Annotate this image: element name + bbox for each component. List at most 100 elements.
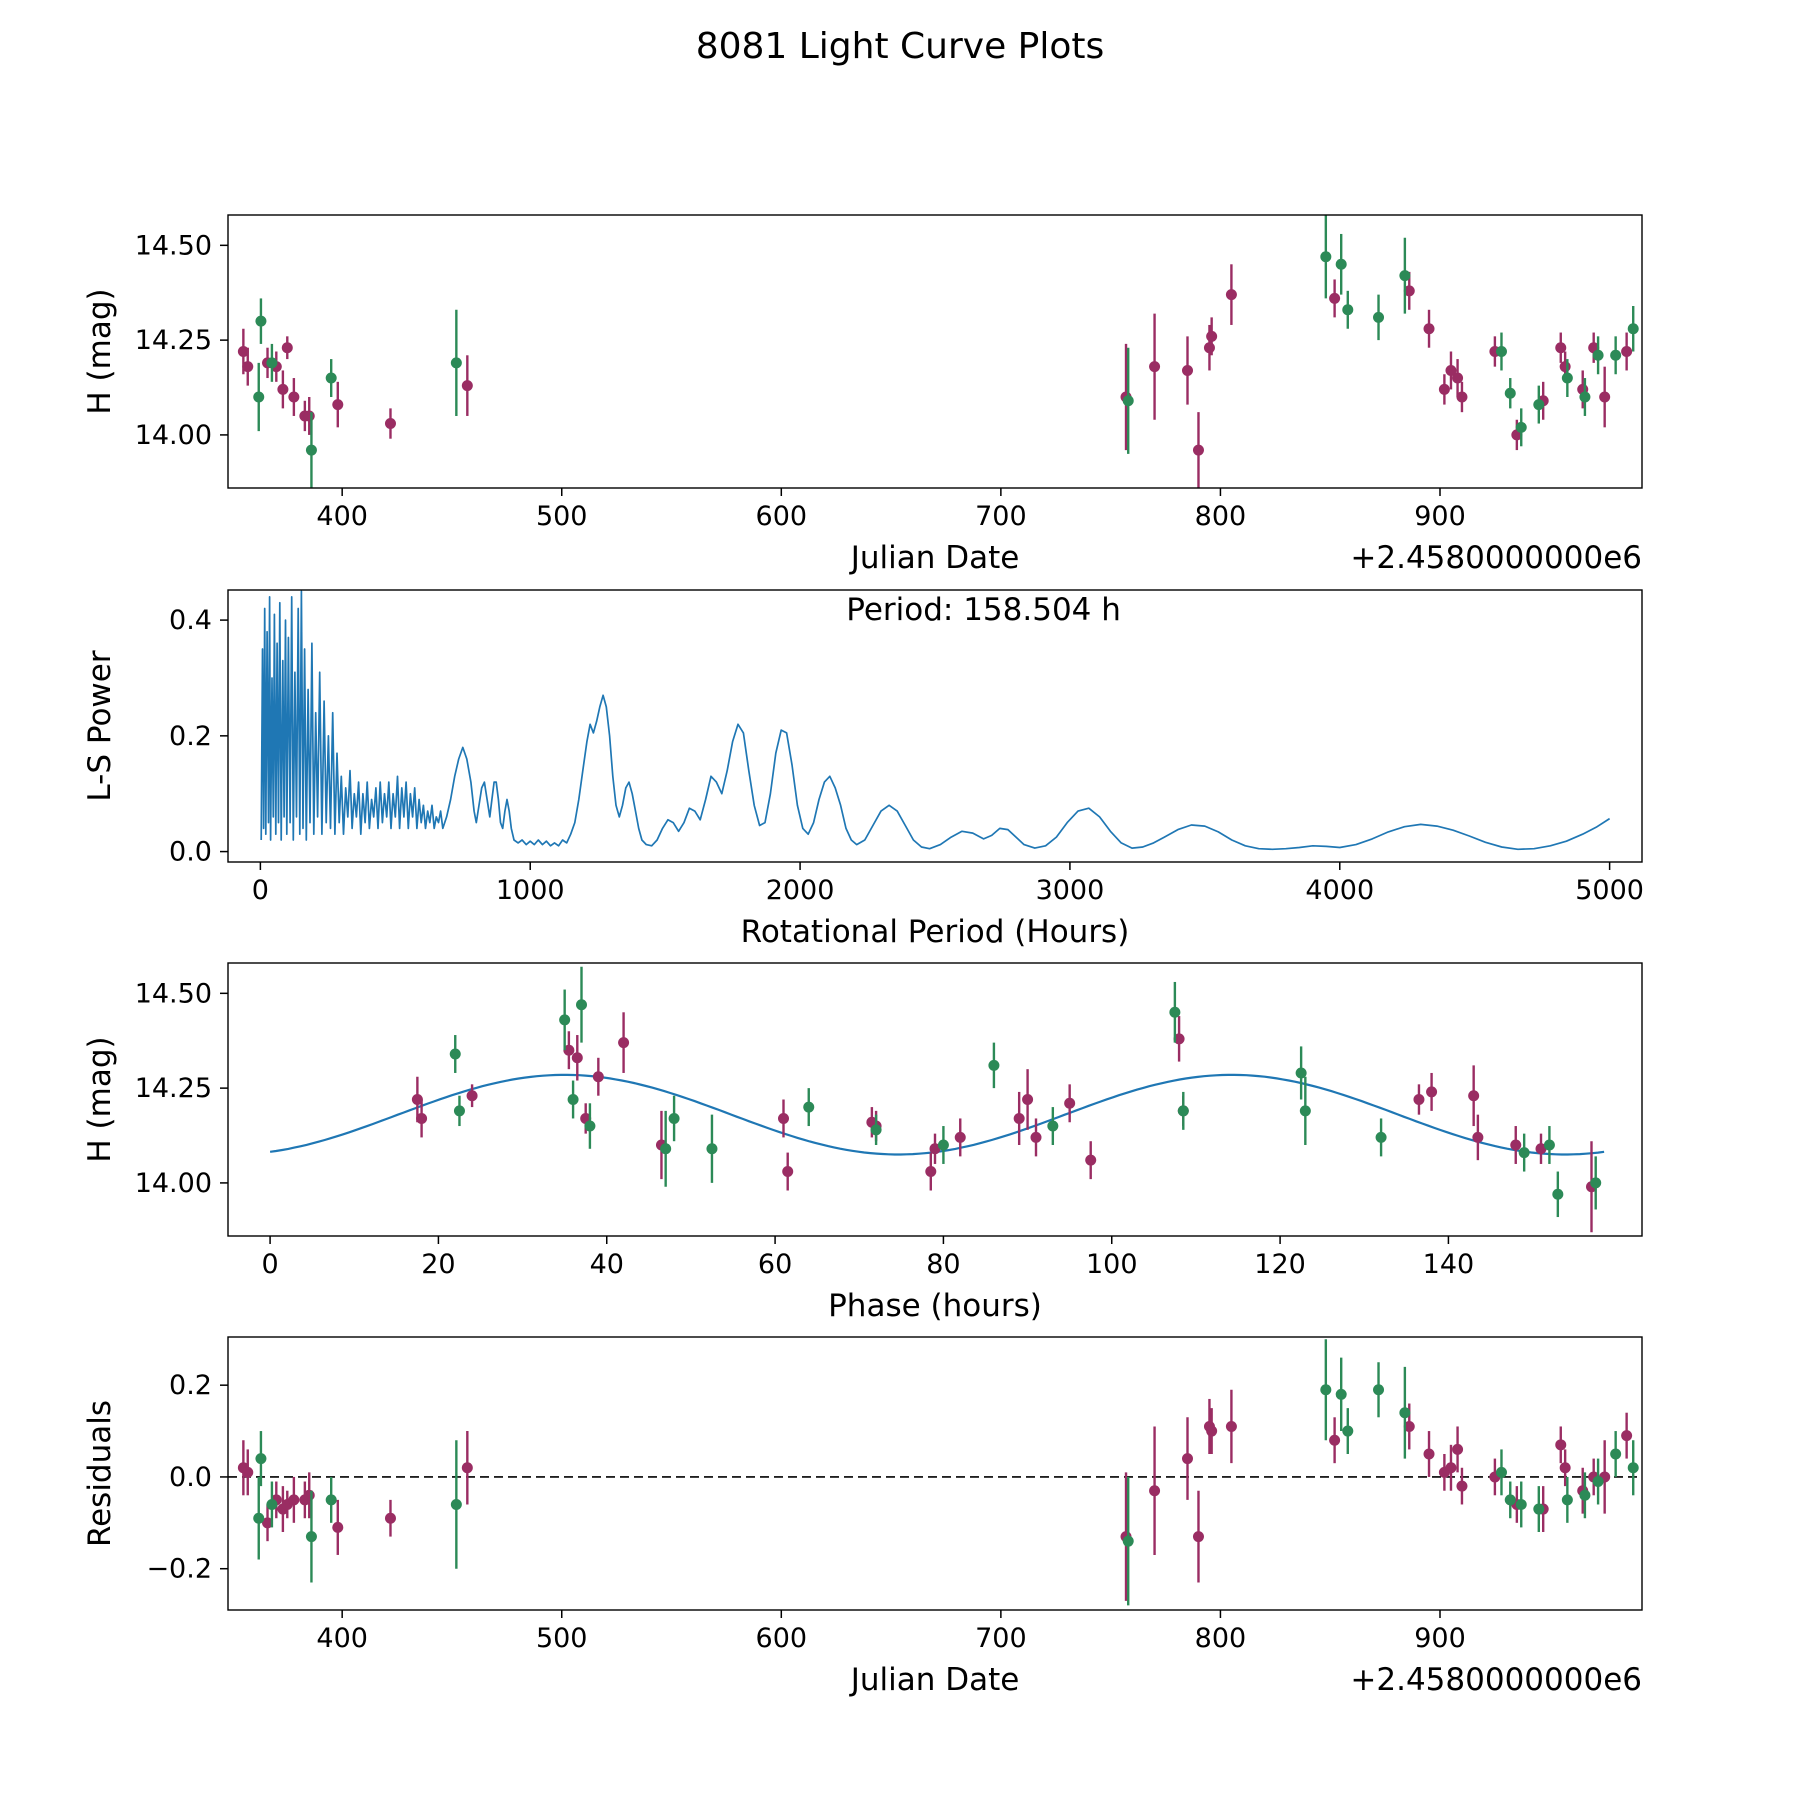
- data-point: [461, 380, 473, 392]
- data-point: [1122, 1535, 1134, 1547]
- data-point: [277, 383, 289, 395]
- x-tick-label: 700: [975, 501, 1027, 532]
- x-tick-label: 0: [261, 1249, 278, 1280]
- x-tick-label: 2000: [766, 875, 835, 906]
- y-tick-label: 0.0: [169, 1462, 212, 1493]
- data-point: [266, 357, 278, 369]
- data-point: [1552, 1188, 1564, 1200]
- y-tick-label: 14.00: [135, 1168, 212, 1199]
- x-tick-label: 900: [1414, 1623, 1466, 1654]
- data-point: [1299, 1105, 1311, 1117]
- data-point: [1621, 1430, 1633, 1442]
- data-point: [1504, 387, 1516, 399]
- x-tick-label: 4000: [1305, 875, 1374, 906]
- data-point: [303, 410, 315, 422]
- data-point: [1329, 1434, 1341, 1446]
- data-point: [1342, 304, 1354, 316]
- data-point: [1559, 361, 1571, 373]
- x-tick-label: 80: [926, 1249, 960, 1280]
- data-point: [1543, 1139, 1555, 1151]
- data-point: [559, 1014, 571, 1026]
- data-point: [1373, 1384, 1385, 1396]
- data-point: [1206, 1425, 1218, 1437]
- data-point: [1149, 1485, 1161, 1497]
- data-point: [288, 1494, 300, 1506]
- panel-periodogram: 0 1000 2000 3000 4000 5000 0.0 0.2 0.4 Rotational…: [82, 589, 1644, 950]
- data-point: [1504, 1494, 1516, 1506]
- panel-phase-curve: 0 20 40 60 80 100 120 140 14.00 14.25 14.50 Phase (…: [82, 962, 1643, 1324]
- data-point: [1495, 1466, 1507, 1478]
- phase-observations-b: [449, 966, 1602, 1218]
- data-point: [253, 1512, 265, 1524]
- data-point: [1627, 1462, 1639, 1474]
- data-point: [1438, 383, 1450, 395]
- data-point: [1592, 349, 1604, 361]
- data-point: [255, 1453, 267, 1465]
- data-point: [453, 1105, 465, 1117]
- x-tick-label: 120: [1254, 1249, 1306, 1280]
- data-point: [416, 1112, 428, 1124]
- data-point: [332, 399, 344, 411]
- x-tick-label: 1000: [496, 875, 565, 906]
- y-tick-label: 14.50: [135, 978, 212, 1009]
- x-tick-label: 400: [316, 501, 368, 532]
- data-point: [1555, 342, 1567, 354]
- data-point: [1335, 258, 1347, 270]
- y-tick-label: 14.25: [135, 325, 212, 356]
- data-point: [466, 1090, 478, 1102]
- y-tick-label: −0.2: [146, 1554, 212, 1585]
- data-point: [1426, 1086, 1438, 1098]
- data-point: [303, 1489, 315, 1501]
- data-point: [1445, 1462, 1457, 1474]
- data-point: [1599, 391, 1611, 403]
- data-point: [1169, 1006, 1181, 1018]
- data-point: [1535, 1143, 1547, 1155]
- panel-jd-lightcurve: 400 500 600 700 800 900 14.00 14.25 14.50 Julian …: [82, 214, 1643, 576]
- panel-residuals: 400 500 600 700 800 900 −0.2 0.0 0.2 Julian Date +…: [82, 1336, 1643, 1698]
- data-point: [450, 1498, 462, 1510]
- data-point: [1456, 391, 1468, 403]
- axes-frame: [227, 1336, 1643, 1611]
- y-tick-label: 0.4: [169, 605, 212, 636]
- data-point: [325, 1494, 337, 1506]
- y-axis-label: H (mag): [82, 288, 118, 414]
- data-point: [1423, 323, 1435, 335]
- data-point: [563, 1044, 575, 1056]
- data-point: [1495, 346, 1507, 357]
- data-point: [929, 1143, 941, 1155]
- data-point: [1122, 395, 1134, 407]
- data-point: [1342, 1425, 1354, 1437]
- x-axis-label: Julian Date: [849, 540, 1020, 576]
- data-point: [1561, 1494, 1573, 1506]
- data-point: [1452, 1443, 1464, 1455]
- figure-title: 8081 Light Curve Plots: [695, 26, 1105, 67]
- data-point: [1518, 1147, 1530, 1159]
- data-point: [1320, 1384, 1332, 1396]
- data-point: [1030, 1131, 1042, 1143]
- axes-frame: [227, 962, 1643, 1237]
- y-tick-label: 14.00: [135, 420, 212, 451]
- y-axis-label: Residuals: [82, 1400, 118, 1547]
- data-point: [1510, 1139, 1522, 1151]
- data-point: [1335, 1388, 1347, 1400]
- x-axis-label: Julian Date: [849, 1662, 1020, 1698]
- phase-observations-a: [411, 1012, 1597, 1233]
- data-point: [1399, 1407, 1411, 1419]
- data-point: [1452, 372, 1464, 384]
- x-tick-label: 5000: [1575, 875, 1644, 906]
- data-point: [937, 1139, 949, 1151]
- data-point: [1225, 289, 1237, 301]
- x-tick-label: 100: [1086, 1249, 1138, 1280]
- x-axis-label: Rotational Period (Hours): [741, 914, 1130, 950]
- data-point: [1173, 1033, 1185, 1045]
- data-point: [925, 1166, 937, 1178]
- data-point: [660, 1143, 672, 1155]
- residuals-data-area: [228, 1339, 1642, 1606]
- y-tick-label: 14.50: [135, 230, 212, 261]
- data-point: [1085, 1154, 1097, 1166]
- x-tick-label: 900: [1414, 501, 1466, 532]
- data-point: [1177, 1105, 1189, 1117]
- periodogram-data-area: [260, 590, 1611, 851]
- data-point: [450, 357, 462, 369]
- data-point: [1468, 1090, 1480, 1102]
